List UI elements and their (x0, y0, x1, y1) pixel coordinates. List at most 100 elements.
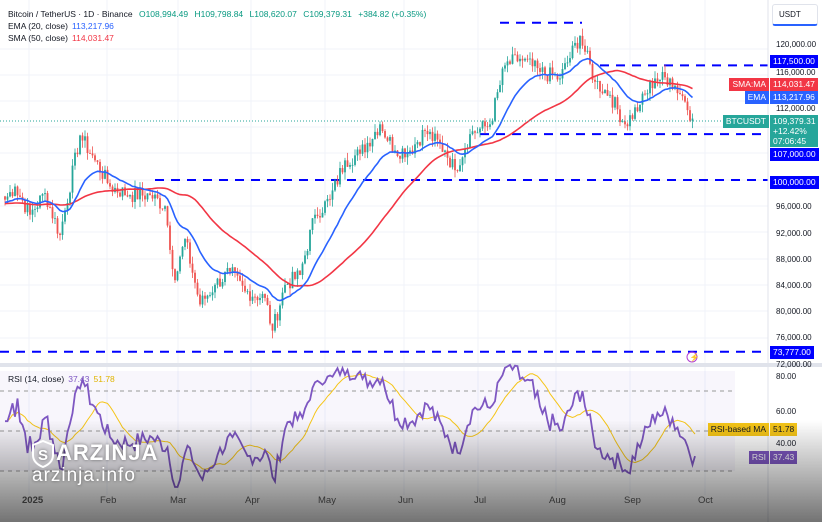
symbol-title[interactable]: Bitcoin / TetherUS · 1D · Binance (8, 9, 133, 19)
candle (614, 97, 616, 108)
candle (654, 78, 656, 89)
candle (154, 194, 156, 199)
candle (564, 63, 566, 70)
candle (176, 271, 179, 281)
candle (681, 94, 684, 97)
candle (151, 195, 154, 199)
rsi-ma-legend-value: 51.78 (93, 374, 115, 384)
arzinja-logo-icon: S (32, 440, 54, 468)
candle (321, 212, 324, 218)
candle (301, 263, 304, 275)
candle (331, 190, 334, 200)
candle (224, 271, 226, 283)
candle (304, 255, 306, 264)
candle (279, 305, 281, 321)
candle (566, 62, 569, 64)
candle (456, 170, 459, 172)
candle (61, 221, 64, 236)
candle (684, 96, 686, 102)
candle (454, 159, 456, 171)
candle (161, 208, 164, 210)
candle (386, 137, 389, 141)
candle (299, 270, 301, 275)
price-tick: 76,000.00 (776, 333, 812, 342)
candle (539, 68, 541, 72)
date-tick: Aug (549, 495, 566, 506)
candle (461, 157, 464, 166)
candle (149, 193, 151, 196)
candle (276, 314, 279, 321)
candle (496, 92, 499, 99)
candle (414, 144, 416, 154)
candle (659, 79, 661, 82)
candle (211, 292, 214, 296)
candle (6, 196, 9, 200)
candle (419, 142, 421, 146)
candle (471, 131, 474, 135)
candle (274, 314, 276, 331)
price-tick: 80,000.00 (776, 307, 812, 316)
candle (189, 242, 191, 264)
sma-legend[interactable]: SMA (50, close) 114,031.47 (8, 33, 118, 43)
candle (436, 133, 439, 140)
candle (41, 194, 44, 196)
currency-selector[interactable]: USDT (772, 4, 818, 26)
candle (144, 195, 146, 200)
high-value: H109,798.84 (194, 9, 244, 19)
candle (541, 67, 544, 72)
candle (64, 210, 66, 222)
price-tick: 96,000.00 (776, 202, 812, 211)
candle (324, 201, 326, 213)
candle (229, 268, 231, 272)
candle (579, 35, 581, 49)
candle (656, 78, 659, 82)
candle (484, 121, 486, 127)
candle (124, 187, 126, 196)
candle (494, 98, 496, 121)
candle (349, 165, 351, 167)
candle (89, 152, 91, 154)
candle (194, 272, 196, 283)
candle (31, 209, 34, 215)
sma-value: 114,031.47 (72, 33, 114, 43)
candle (576, 42, 579, 49)
open-value: O108,994.49 (138, 9, 189, 19)
candle (399, 156, 401, 159)
candle (129, 195, 131, 197)
candle (19, 195, 21, 197)
rsi-legend[interactable]: RSI (14, close) 37.43 51.78 (8, 374, 119, 384)
candle (636, 107, 639, 112)
candle (361, 144, 364, 154)
candle (641, 93, 644, 105)
candle (174, 269, 176, 281)
candle (26, 203, 29, 213)
candle (326, 198, 329, 202)
candle (9, 192, 11, 197)
rsi-tick: 60.00 (776, 407, 797, 416)
candle (264, 294, 266, 298)
candle (79, 135, 81, 155)
candle (599, 81, 601, 92)
candle (16, 186, 19, 196)
price-tick: 120,000.00 (776, 40, 817, 49)
candle (66, 202, 69, 211)
candle (216, 278, 219, 285)
candle (286, 284, 289, 285)
candle (426, 130, 429, 135)
ema-legend[interactable]: EMA (20, close) 113,217.96 (8, 21, 118, 31)
candle (381, 124, 384, 132)
candle (166, 206, 169, 226)
candle (481, 121, 484, 129)
candle (524, 58, 526, 61)
candle (294, 271, 296, 279)
candle (261, 294, 264, 299)
candle (439, 139, 441, 144)
candle (231, 267, 234, 272)
candle (691, 118, 694, 121)
candle (106, 169, 109, 184)
rsi-ma-axis-value: 51.78 (770, 423, 798, 436)
candle (616, 97, 619, 110)
candle (316, 214, 319, 217)
candle (109, 183, 111, 187)
ema-axis-value: 113,217.96 (770, 91, 818, 104)
